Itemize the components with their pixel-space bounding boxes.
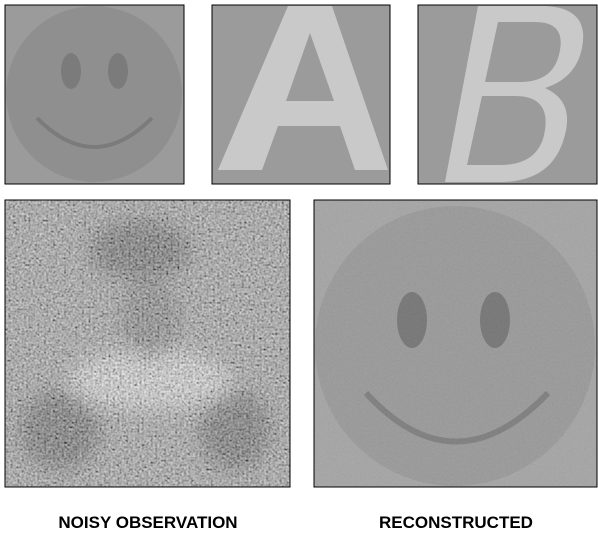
letter-a-panel	[211, 4, 391, 185]
noisy-panel	[5, 200, 290, 487]
noisy-frame	[4, 199, 291, 488]
letter-b-panel	[417, 4, 598, 185]
smiley-panel	[4, 4, 185, 185]
panel-label: RECONSTRUCTED	[379, 513, 533, 532]
reconstructed-panel	[314, 200, 597, 487]
panel-label: NOISY OBSERVATION	[58, 513, 237, 532]
reconstructed-frame	[313, 199, 598, 488]
